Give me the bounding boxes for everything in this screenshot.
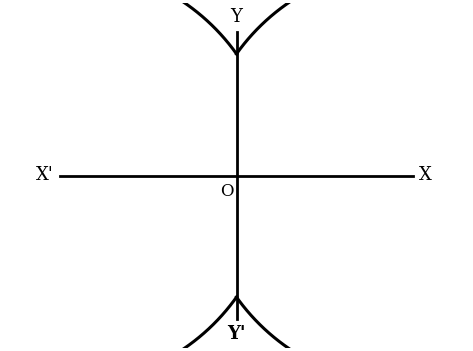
Text: O: O — [220, 183, 234, 200]
Text: Y': Y' — [227, 325, 246, 343]
Text: Y: Y — [230, 8, 243, 26]
Text: X: X — [419, 166, 432, 185]
Text: X': X' — [36, 166, 54, 185]
